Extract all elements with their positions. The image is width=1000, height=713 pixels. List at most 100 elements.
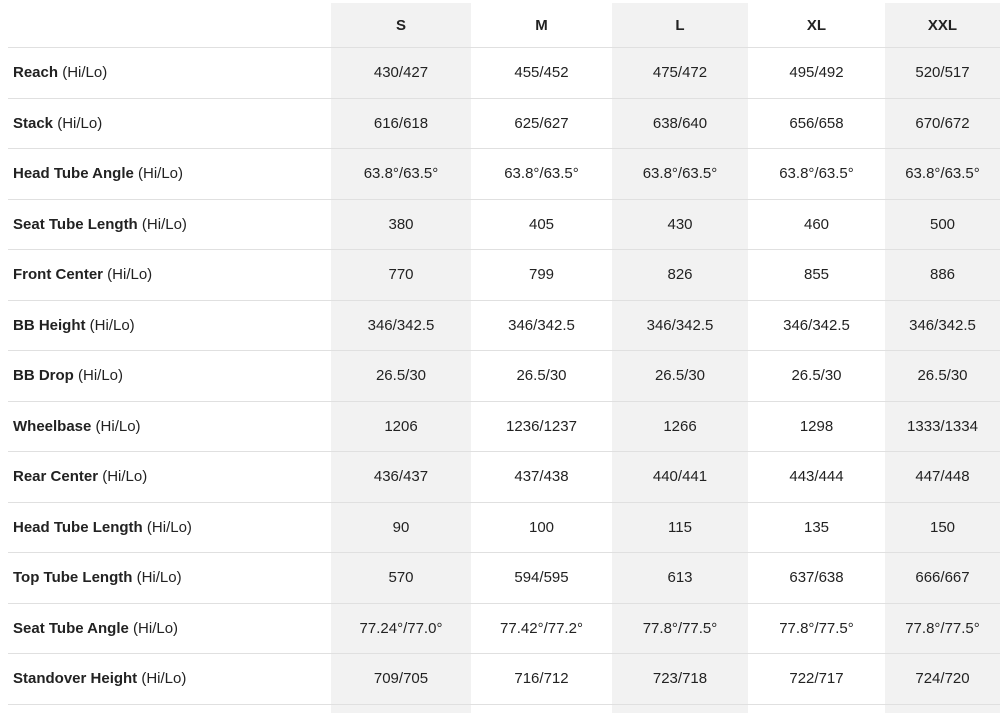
value-cell: 26.5/30 <box>471 350 612 402</box>
row-label-suffix: (Hi/Lo) <box>62 64 108 82</box>
row-label: Wheelbase (Hi/Lo) <box>8 401 331 452</box>
value-cell: 430 <box>612 199 748 250</box>
value-cell: 150 <box>885 502 1000 553</box>
value-cell: 637/638 <box>748 552 885 604</box>
row-label: BB Height (Hi/Lo) <box>8 300 331 351</box>
row-label: Seat Tube Length (Hi/Lo) <box>8 199 331 250</box>
row-label-name: Head Tube Length <box>13 518 143 536</box>
row-label-name: Reach <box>13 64 59 82</box>
value-cell: 709/705 <box>331 653 471 705</box>
value-cell: 495/492 <box>748 47 885 99</box>
row-label-suffix: (Hi/Lo) <box>102 468 148 486</box>
value-cell: 594/595 <box>471 552 612 604</box>
value-cell: 613 <box>612 552 748 604</box>
value-cell: 346/342.5 <box>331 300 471 351</box>
value-cell: 26.5/30 <box>885 350 1000 402</box>
value-cell: 135 <box>748 502 885 553</box>
row-label-suffix: (Hi/Lo) <box>146 518 192 536</box>
value-cell: 77.8°/77.5° <box>612 603 748 654</box>
value-cell: 26.5/30 <box>612 350 748 402</box>
row-label-name: Head Tube Angle <box>13 165 134 183</box>
value-cell: 346/342.5 <box>471 300 612 351</box>
value-cell: 90 <box>331 502 471 553</box>
table-row: Seat Tube Angle (Hi/Lo) 77.24°/77.0° 77.42… <box>8 603 1000 654</box>
value-cell: 26.5/30 <box>331 350 471 402</box>
value-cell: 656/658 <box>748 98 885 149</box>
value-cell: 77.8°/77.5° <box>885 603 1000 654</box>
row-label-name: BB Height <box>13 316 86 334</box>
row-label-suffix: (Hi/Lo) <box>107 266 153 284</box>
value-cell: 100 <box>471 502 612 553</box>
value-cell: 1266 <box>612 401 748 452</box>
value-cell: 77.42°/77.2° <box>471 603 612 654</box>
header-size-xl: XL <box>748 3 885 48</box>
table-row: Standover Height (Hi/Lo) 709/705 716/712 72… <box>8 653 1000 705</box>
value-cell: 455/452 <box>471 47 612 99</box>
table-row: Rear Center (Hi/Lo) 436/437 437/438 440/441… <box>8 451 1000 503</box>
header-size-l: L <box>612 3 748 48</box>
row-label-name: Stack <box>13 114 54 132</box>
row-label-suffix: (Hi/Lo) <box>141 215 187 233</box>
header-size-m: M <box>471 3 612 48</box>
row-label: Rear Center (Hi/Lo) <box>8 451 331 503</box>
value-cell: 770 <box>331 249 471 301</box>
value-cell: 716/712 <box>471 653 612 705</box>
value-cell: 380 <box>331 199 471 250</box>
value-cell: 443/444 <box>748 451 885 503</box>
row-label: Head Tube Length (Hi/Lo) <box>8 502 331 553</box>
table-row: Head Tube Angle (Hi/Lo) 63.8°/63.5° 63.8°/… <box>8 148 1000 200</box>
table-row: Wheelbase (Hi/Lo) 1206 1236/1237 1266 1298 13… <box>8 401 1000 452</box>
value-cell: 63.8°/63.5° <box>612 148 748 200</box>
geometry-table: S M L XL XXL Reach (Hi/Lo) 430/427 455/452… <box>8 3 1000 705</box>
value-cell: 500 <box>885 199 1000 250</box>
value-cell: 63.8°/63.5° <box>748 148 885 200</box>
header-row: S M L XL XXL <box>8 3 1000 48</box>
value-cell: 475/472 <box>612 47 748 99</box>
value-cell: 670/672 <box>885 98 1000 149</box>
row-label-suffix: (Hi/Lo) <box>89 316 135 334</box>
row-label: Head Tube Angle (Hi/Lo) <box>8 148 331 200</box>
value-cell: 346/342.5 <box>748 300 885 351</box>
value-cell: 638/640 <box>612 98 748 149</box>
value-cell: 405 <box>471 199 612 250</box>
row-label: Reach (Hi/Lo) <box>8 47 331 99</box>
value-cell: 570 <box>331 552 471 604</box>
header-size-xxl: XXL <box>885 3 1000 48</box>
value-cell: 63.8°/63.5° <box>885 148 1000 200</box>
value-cell: 723/718 <box>612 653 748 705</box>
row-label-name: Seat Tube Angle <box>13 619 129 637</box>
header-size-s: S <box>331 3 471 48</box>
value-cell: 437/438 <box>471 451 612 503</box>
header-label-cell <box>8 3 331 48</box>
value-cell: 1298 <box>748 401 885 452</box>
row-label: Standover Height (Hi/Lo) <box>8 653 331 705</box>
value-cell: 346/342.5 <box>885 300 1000 351</box>
row-label-suffix: (Hi/Lo) <box>57 114 103 132</box>
table-row: Head Tube Length (Hi/Lo) 90 100 115 135 150 <box>8 502 1000 553</box>
table-row: Front Center (Hi/Lo) 770 799 826 855 886 <box>8 249 1000 301</box>
value-cell: 1236/1237 <box>471 401 612 452</box>
value-cell: 722/717 <box>748 653 885 705</box>
value-cell: 63.8°/63.5° <box>331 148 471 200</box>
table-row: Top Tube Length (Hi/Lo) 570 594/595 613 637/… <box>8 552 1000 604</box>
row-label-suffix: (Hi/Lo) <box>136 569 182 587</box>
row-label-name: Rear Center <box>13 468 99 486</box>
value-cell: 520/517 <box>885 47 1000 99</box>
value-cell: 616/618 <box>331 98 471 149</box>
value-cell: 724/720 <box>885 653 1000 705</box>
table-row: Reach (Hi/Lo) 430/427 455/452 475/472 495/49… <box>8 47 1000 99</box>
value-cell: 625/627 <box>471 98 612 149</box>
row-label: Front Center (Hi/Lo) <box>8 249 331 301</box>
row-label-name: Front Center <box>13 266 103 284</box>
row-label-name: Top Tube Length <box>13 569 133 587</box>
row-label: Stack (Hi/Lo) <box>8 98 331 149</box>
row-label-suffix: (Hi/Lo) <box>141 670 187 688</box>
value-cell: 436/437 <box>331 451 471 503</box>
value-cell: 440/441 <box>612 451 748 503</box>
value-cell: 855 <box>748 249 885 301</box>
value-cell: 26.5/30 <box>748 350 885 402</box>
row-label-suffix: (Hi/Lo) <box>78 367 124 385</box>
value-cell: 77.8°/77.5° <box>748 603 885 654</box>
row-label-suffix: (Hi/Lo) <box>138 165 184 183</box>
row-label-name: BB Drop <box>13 367 74 385</box>
